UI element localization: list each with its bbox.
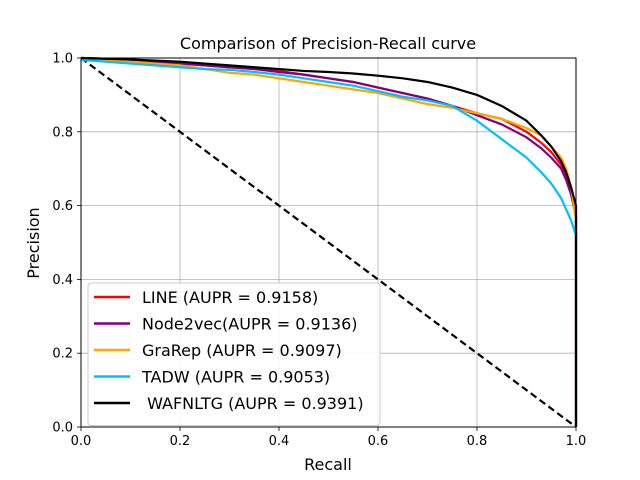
series-line-3 — [80, 58, 578, 427]
y-tick-label: 0.0 — [52, 421, 73, 436]
legend-label-0: LINE (AUPR = 0.9158) — [142, 288, 318, 307]
y-tick-label: 0.4 — [52, 273, 73, 288]
legend-label-3: TADW (AUPR = 0.9053) — [141, 368, 330, 387]
series-line-1 — [80, 56, 578, 427]
y-tick-label: 0.8 — [52, 125, 73, 140]
y-tick-label: 0.2 — [52, 347, 73, 362]
legend-label-4: WAFNLTG (AUPR = 0.9391) — [142, 394, 364, 413]
legend-box — [87, 282, 381, 426]
series-lines — [80, 56, 578, 427]
y-axis-label: Precision — [24, 207, 43, 278]
x-tick-label: 0.2 — [170, 434, 191, 449]
x-tick-label: 0.4 — [269, 434, 290, 449]
plot-frame — [80, 57, 577, 428]
legend-label-2: GraRep (AUPR = 0.9097) — [142, 341, 342, 360]
x-axis-label: Recall — [304, 455, 352, 474]
x-tick-label: 0.8 — [467, 434, 488, 449]
y-axis-ticks: 0.0 0.2 0.4 0.6 0.8 1.0 — [52, 52, 81, 436]
x-tick-label: 1.0 — [566, 434, 587, 449]
x-tick-label: 0.0 — [71, 434, 92, 449]
x-axis-ticks: 0.0 0.2 0.4 0.6 0.8 1.0 — [71, 427, 587, 449]
chart-title: Comparison of Precision-Recall curve — [180, 34, 476, 53]
y-tick-label: 0.6 — [52, 199, 73, 214]
legend-label-1: Node2vec(AUPR = 0.9136) — [142, 315, 358, 334]
x-tick-label: 0.6 — [368, 434, 389, 449]
reference-diagonal-line — [80, 57, 577, 428]
y-tick-label: 1.0 — [52, 52, 73, 67]
series-line-4 — [80, 56, 578, 427]
legend: LINE (AUPR = 0.9158) Node2vec(AUPR = 0.91… — [87, 282, 381, 426]
series-line-2 — [80, 56, 578, 427]
reference-diagonal — [80, 57, 577, 428]
